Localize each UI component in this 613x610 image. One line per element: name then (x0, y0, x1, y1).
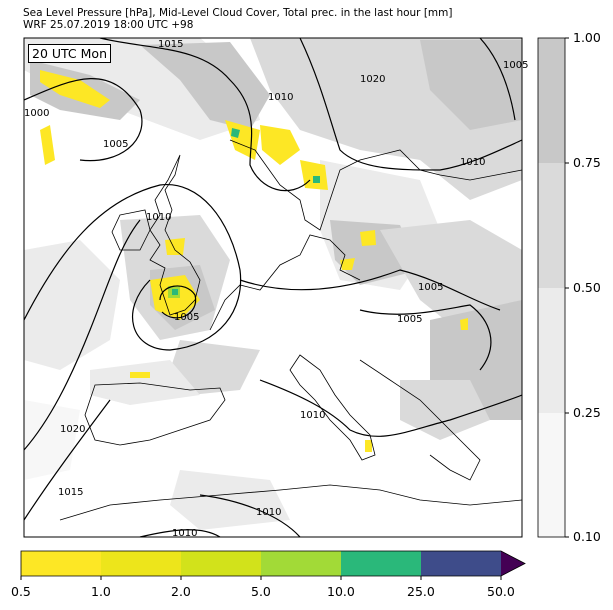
isobar-label: 1020 (360, 74, 385, 85)
precip-patch (365, 440, 372, 452)
precip-colorbar-tick-label: 2.0 (171, 584, 191, 599)
isobar-label: 1010 (146, 212, 171, 223)
coastline-scandinavia (229, 139, 522, 231)
precip-colorbar-extend-arrow (501, 551, 525, 576)
cloud-colorbar-tick-label: 1.00 (573, 30, 601, 45)
map-area (24, 38, 522, 537)
isobar-line (24, 399, 111, 521)
chart-title: Sea Level Pressure [hPa], Mid-Level Clou… (23, 7, 453, 19)
precip-colorbar-tick-label: 25.0 (407, 584, 435, 599)
precip-colorbar-segment (21, 551, 101, 576)
precip-patch (460, 318, 468, 330)
isobar-line (239, 269, 501, 311)
isobar-label: 1020 (60, 424, 85, 435)
precip-colorbar-tick-label: 1.0 (91, 584, 111, 599)
isobar-line (299, 38, 522, 171)
precip-colorbar-tick-label: 50.0 (487, 584, 515, 599)
isobar-label: 1005 (503, 60, 528, 71)
map-frame (23, 37, 523, 538)
cloud-patch (24, 240, 120, 370)
isobar-line (479, 38, 516, 121)
precip-patch (340, 258, 355, 270)
precip-patch (130, 372, 150, 378)
precip-colorbar-tick-label: 0.5 (11, 584, 31, 599)
cloud-colorbar-segment (538, 288, 565, 413)
precip-patch (231, 128, 240, 138)
precip-colorbar-segment (261, 551, 341, 576)
coastlines (59, 139, 522, 521)
isobar-line (99, 38, 311, 192)
coastline-africa (59, 484, 522, 521)
cloud-patch (170, 340, 260, 395)
cloud-colorbar-tick-label: 0.25 (573, 405, 601, 420)
cloud-colorbar-tick-label: 0.10 (573, 529, 601, 544)
cloud-colorbar-segment (538, 413, 565, 537)
isobar-line (139, 529, 221, 537)
cloud-colorbar-tick-label: 0.75 (573, 155, 601, 170)
cloud-colorbar-segment (538, 163, 565, 288)
isobar-label: 1010 (300, 410, 325, 421)
isobar-label: 1010 (172, 528, 197, 539)
chart-subtitle: WRF 25.07.2019 18:00 UTC +98 (23, 19, 194, 31)
isobar-label: 1005 (418, 282, 443, 293)
coastline-continent (209, 234, 361, 331)
cloud-patch (90, 360, 200, 405)
isobar-label: 1010 (256, 507, 281, 518)
precip-patch (40, 125, 55, 165)
precip-patch (40, 70, 110, 108)
coastline-italy (289, 354, 376, 461)
isobar-line (359, 304, 492, 371)
isobar-label: 1010 (268, 92, 293, 103)
cloud-colorbar-tick-label: 0.50 (573, 280, 601, 295)
precip-patch (313, 176, 320, 183)
precip-patch (172, 289, 178, 295)
isobar-label: 1005 (174, 312, 199, 323)
isobar-label: 1005 (103, 139, 128, 150)
cloud-patch (400, 380, 490, 440)
coastline-balkans (359, 359, 481, 481)
cloud-colorbar-segment (538, 38, 565, 163)
isobar-line (24, 184, 242, 351)
isobar-label: 1015 (58, 487, 83, 498)
isobar-line (24, 78, 143, 162)
precip-colorbar-tick-label: 5.0 (251, 584, 271, 599)
precip-colorbar-segment (181, 551, 261, 576)
isobar-line (24, 219, 141, 451)
isobar-line (159, 285, 197, 319)
precip-colorbar-segment (101, 551, 181, 576)
isobar-line (199, 494, 301, 537)
precip-patch (165, 238, 185, 255)
precip-colorbar-tick-label: 10.0 (327, 584, 355, 599)
precipitation-colorbar (20, 550, 526, 580)
isobar-label: 1015 (158, 39, 183, 50)
precip-patch (360, 230, 376, 246)
coastline-iberia (84, 382, 226, 446)
isobar-line (259, 379, 522, 437)
precip-colorbar-segment (341, 551, 421, 576)
isobars (24, 38, 522, 537)
isobar-label: 1010 (460, 157, 485, 168)
cloud-cover-colorbar (537, 37, 569, 538)
coastline-ireland (111, 209, 151, 251)
isobar-label: 1000 (24, 108, 49, 119)
precip-colorbar-segment (421, 551, 501, 576)
precip-patch (260, 125, 300, 165)
isobar-label: 1005 (397, 314, 422, 325)
coastline-britain (149, 154, 201, 316)
forecast-time-label: 20 UTC Mon (28, 44, 111, 63)
cloud-patch (140, 42, 270, 130)
